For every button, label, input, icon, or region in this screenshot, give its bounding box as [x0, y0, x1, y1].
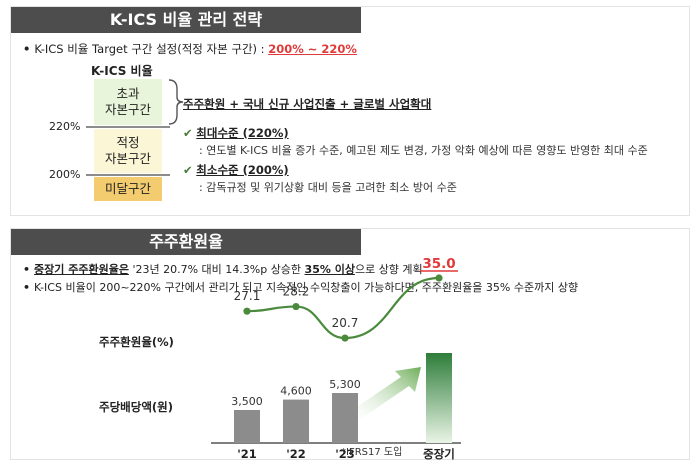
return-b1-mid: '23년 20.7% 대비 14.3%p 상승한 [128, 263, 305, 276]
return-section-header: 주주환원율 [11, 229, 361, 255]
pct-220-label: 220% [49, 120, 81, 133]
return-bullet-1: • 중장기 주주환원율은 '23년 20.7% 대비 14.3%p 상승한 35%… [23, 261, 423, 277]
shareholder-return-panel: 주주환원율 • 중장기 주주환원율은 '23년 20.7% 대비 14.3%p 상… [10, 228, 690, 461]
kics-target-prefix: K-ICS 비율 Target 구간 설정(적정 자본 구간) : [34, 42, 269, 56]
kics-target-value: 200% ~ 220% [268, 42, 357, 56]
category-label: 중장기 [423, 447, 455, 461]
rate-axis-label: 주주환원율(%) [99, 335, 174, 349]
kics-section-header: K-ICS 비율 관리 전략 [11, 7, 361, 33]
brace-text: 주주환원 + 국내 신규 사업진출 + 글로벌 사업확대 [183, 97, 432, 111]
rate-point [243, 307, 251, 315]
divider-220 [86, 126, 170, 128]
min-level-desc: : 감독규정 및 위기상황 대비 등을 고려한 최소 방어 수준 [199, 181, 457, 194]
brace-icon [168, 79, 184, 125]
return-b2-text: K-ICS 비율이 200~220% 구간에서 관리가 되고 지속적인 수익창출… [34, 281, 579, 294]
rate-point [292, 302, 300, 311]
dps-bar [283, 399, 309, 443]
rate-line [246, 276, 440, 340]
target-bar [426, 353, 452, 443]
dps-bar-label: 5,300 [329, 378, 361, 391]
category-label: '23 [335, 447, 355, 461]
check-icon: ✔ [183, 126, 193, 140]
proper-capital-label: 적정 자본구간 [104, 135, 151, 166]
kics-ladder-title: K-ICS 비율 [91, 64, 153, 78]
max-level-desc: : 연도별 K-ICS 비율 증가 수준, 예고된 제도 변경, 가정 악화 예… [199, 144, 648, 157]
category-label: '21 [237, 447, 257, 461]
dps-axis-label: 주당배당액(원) [99, 400, 173, 414]
category-label: '22 [286, 447, 306, 461]
rate-label: 27.1 [234, 289, 261, 303]
bullet: • [23, 263, 31, 276]
dps-bar [332, 393, 358, 443]
return-bullet-2: • K-ICS 비율이 200~220% 구간에서 관리가 되고 지속적인 수익창… [23, 279, 578, 295]
shortfall-box: 미달구간 [94, 177, 162, 201]
return-b1-tail: 으로 상향 계획 [354, 263, 423, 276]
bullet: • [23, 42, 31, 56]
growth-arrow-icon [351, 367, 421, 420]
min-level-title: 최소수준 (200%) [196, 163, 289, 177]
max-level-title: 최대수준 (220%) [196, 126, 289, 140]
dps-bar-label: 3,500 [231, 395, 263, 408]
return-b1-bold: 중장기 주주환원율은 [34, 263, 129, 276]
return-chart: 3,500 4,600 5,300 27.1 28.2 20.7 35.0 '21 '22 '23… [211, 256, 461, 461]
pct-200-label: 200% [49, 168, 81, 181]
excess-capital-box: 초과 자본구간 [94, 79, 162, 125]
rate-point [341, 334, 349, 342]
shortfall-label: 미달구간 [104, 181, 151, 196]
footnote: *IFRS17 도입 [341, 447, 403, 458]
kics-strategy-panel: K-ICS 비율 관리 전략 • K-ICS 비율 Target 구간 설정(적정… [10, 6, 690, 216]
rate-label: 28.2 [283, 285, 310, 299]
min-level-line: ✔ 최소수준 (200%) [183, 162, 289, 178]
rate-point [435, 274, 443, 282]
dps-bar [234, 409, 260, 443]
rate-label: 20.7 [332, 316, 359, 330]
check-icon: ✔ [183, 163, 193, 177]
divider-200 [86, 174, 170, 176]
return-b1-target: 35% 이상 [304, 263, 355, 276]
dps-bar-label: 4,600 [280, 385, 312, 398]
kics-target-line: • K-ICS 비율 Target 구간 설정(적정 자본 구간) : 200% … [23, 41, 357, 57]
excess-capital-label: 초과 자본구간 [104, 86, 151, 117]
proper-capital-box: 적정 자본구간 [94, 129, 162, 173]
max-level-line: ✔ 최대수준 (220%) [183, 125, 289, 141]
rate-label: 35.0 [422, 256, 455, 272]
bullet: • [23, 281, 31, 294]
